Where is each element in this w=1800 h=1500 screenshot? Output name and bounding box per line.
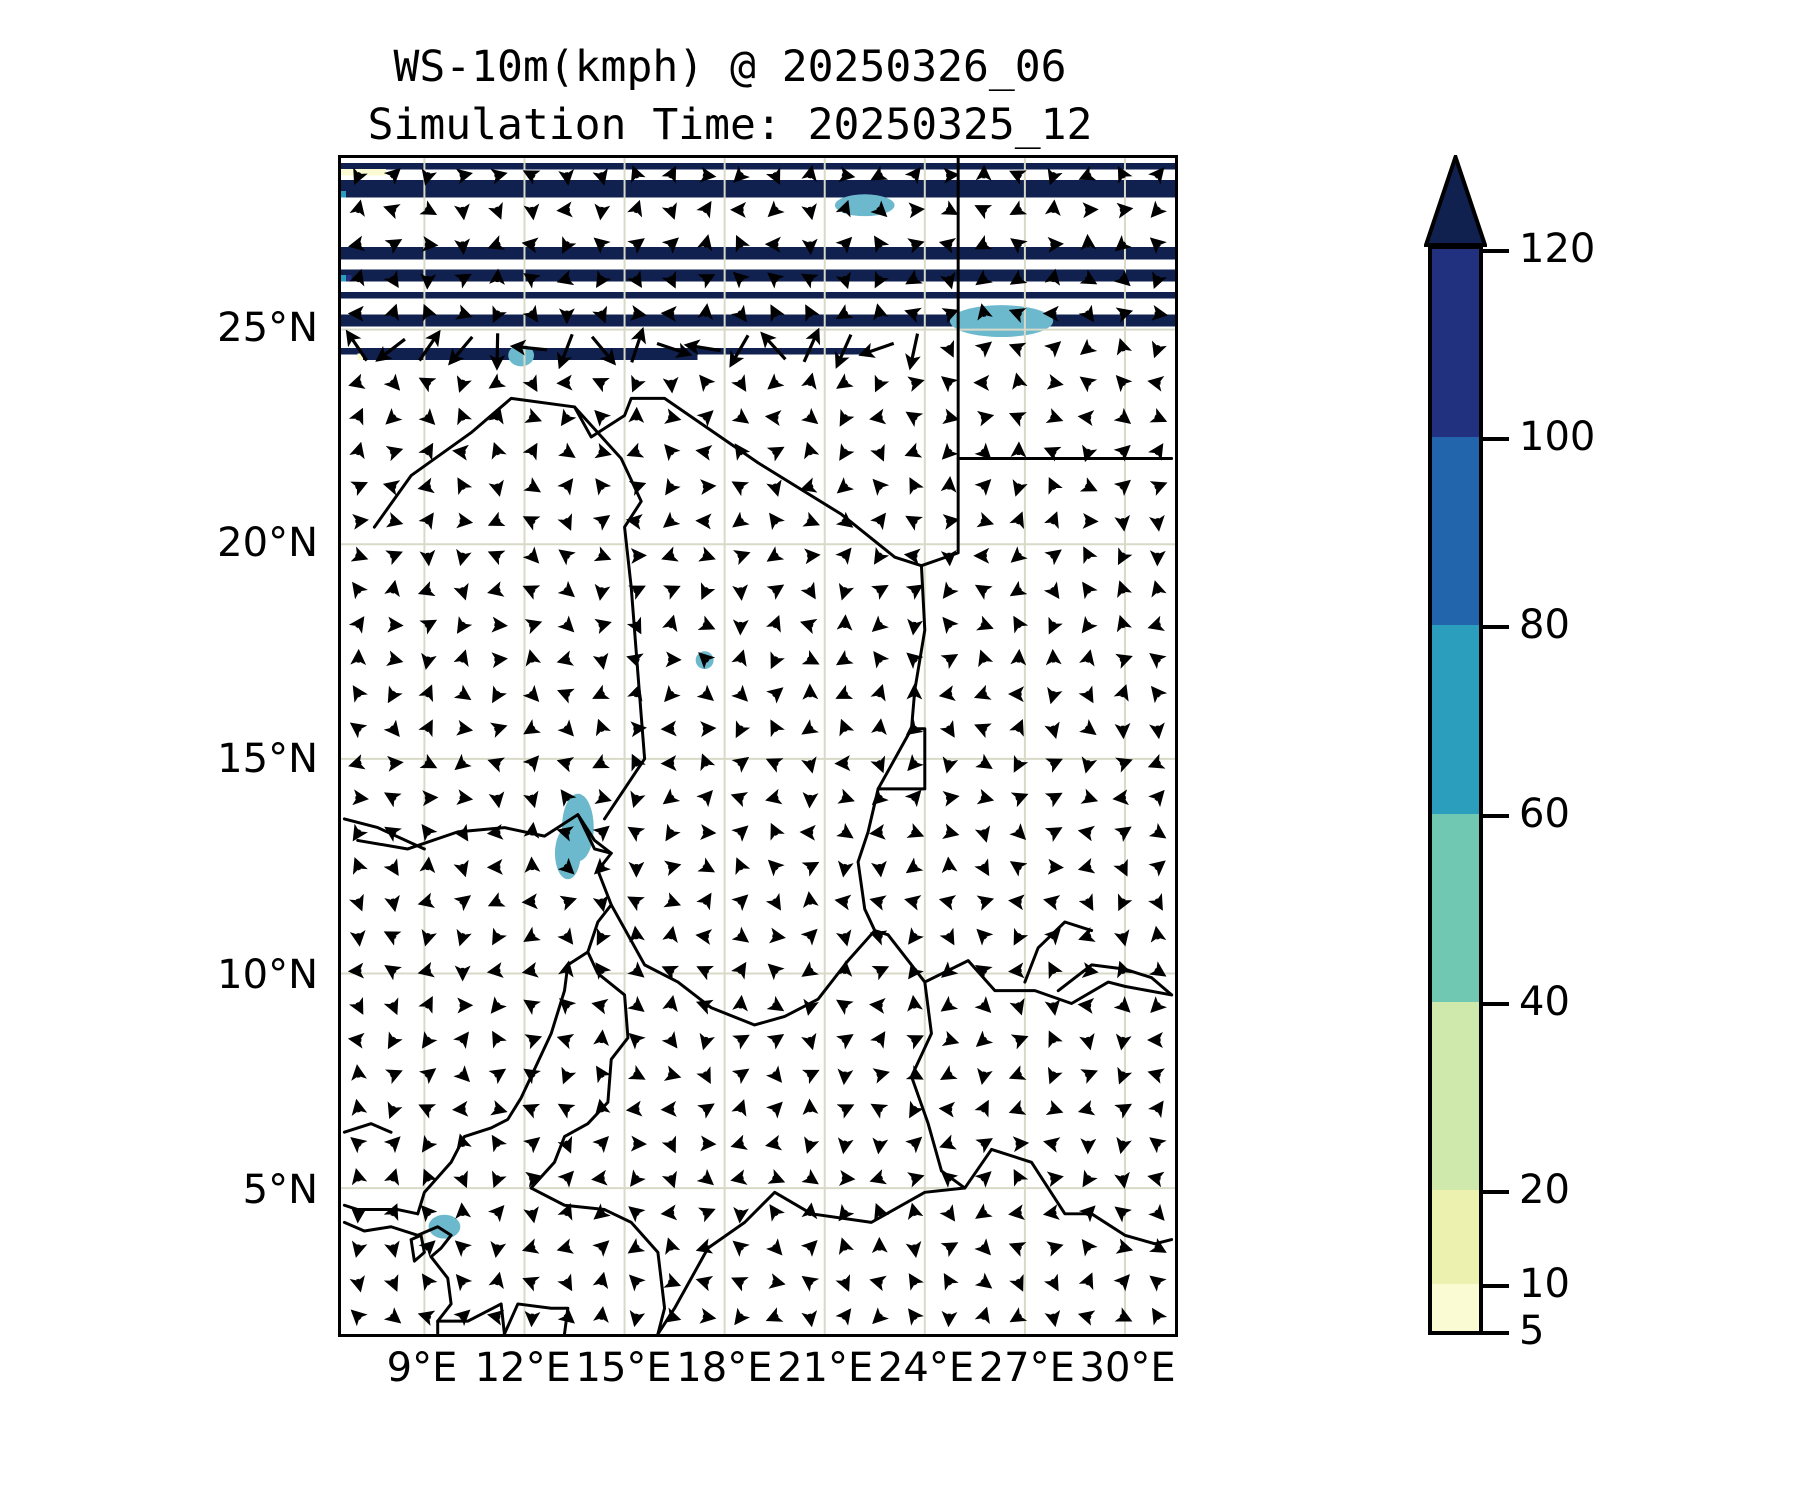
colorbar-tick-label: 5 — [1519, 1308, 1545, 1354]
colorbar-tick-mark — [1483, 1001, 1509, 1006]
y-tick-label: 15°N — [217, 735, 318, 782]
x-tick-label: 9°E — [386, 1345, 458, 1391]
colorbar-tick-mark — [1483, 1331, 1509, 1335]
map-background — [341, 158, 1175, 1334]
map-plot-area[interactable] — [338, 155, 1178, 1337]
x-tick-label: 27°E — [978, 1345, 1075, 1391]
wind-direction-quiver — [345, 164, 1169, 1328]
wind-speed-map — [341, 158, 1175, 1334]
y-tick-label: 25°N — [217, 304, 318, 351]
colorbar-tick-label: 80 — [1519, 602, 1570, 649]
colorbar-tick-mark — [1483, 1283, 1509, 1288]
colorbar-band — [1432, 249, 1479, 438]
x-tick-label: 15°E — [575, 1345, 672, 1391]
x-axis-tick-labels: 9°E 12°E 15°E 18°E 21°E 24°E 27°E 30°E — [338, 1345, 1178, 1415]
x-tick-label: 12°E — [474, 1345, 571, 1391]
x-tick-label: 18°E — [676, 1345, 773, 1391]
colorbar-tick-mark — [1483, 1189, 1509, 1194]
x-tick-label: 24°E — [877, 1345, 975, 1391]
colorbar-tick-mark — [1483, 437, 1509, 442]
colorbar-tick-labels: 120 100 80 60 40 20 10 5 — [1483, 155, 1783, 1405]
title-line-simulation-time: Simulation Time: 20250325_12 — [367, 100, 1093, 150]
colorbar-tick-label: 60 — [1519, 790, 1570, 837]
colorbar[interactable] — [1428, 245, 1483, 1335]
colorbar-tick-mark — [1483, 249, 1509, 253]
colorbar-tick-label: 10 — [1519, 1260, 1570, 1307]
title-line-primary: WS-10m(kmph) @ 20250326_06 — [393, 42, 1067, 92]
y-tick-label: 10°N — [217, 951, 318, 998]
x-tick-label: 21°E — [777, 1345, 874, 1391]
colorbar-band — [1432, 625, 1479, 814]
chart-title: WS-10m(kmph) @ 20250326_06 Simulation Ti… — [0, 38, 1460, 154]
colorbar-tick-label: 20 — [1519, 1166, 1570, 1213]
colorbar-tick-label: 100 — [1519, 414, 1596, 461]
y-tick-label: 5°N — [242, 1167, 318, 1214]
colorbar-tick-mark — [1483, 625, 1509, 630]
colorbar-tick-label: 120 — [1519, 226, 1596, 272]
x-tick-label: 30°E — [1079, 1345, 1176, 1391]
colorbar-extend-arrow — [1423, 150, 1488, 247]
y-axis-tick-labels: 25°N 20°N 15°N 10°N 5°N — [0, 0, 328, 1500]
colorbar-band — [1432, 1189, 1479, 1284]
colorbar-band — [1432, 1283, 1479, 1331]
y-tick-label: 20°N — [217, 520, 318, 567]
colorbar-tick-mark — [1483, 813, 1509, 818]
colorbar-band — [1432, 1001, 1479, 1190]
colorbar-band — [1432, 437, 1479, 626]
colorbar-tick-label: 40 — [1519, 978, 1570, 1025]
colorbar-band — [1432, 813, 1479, 1002]
